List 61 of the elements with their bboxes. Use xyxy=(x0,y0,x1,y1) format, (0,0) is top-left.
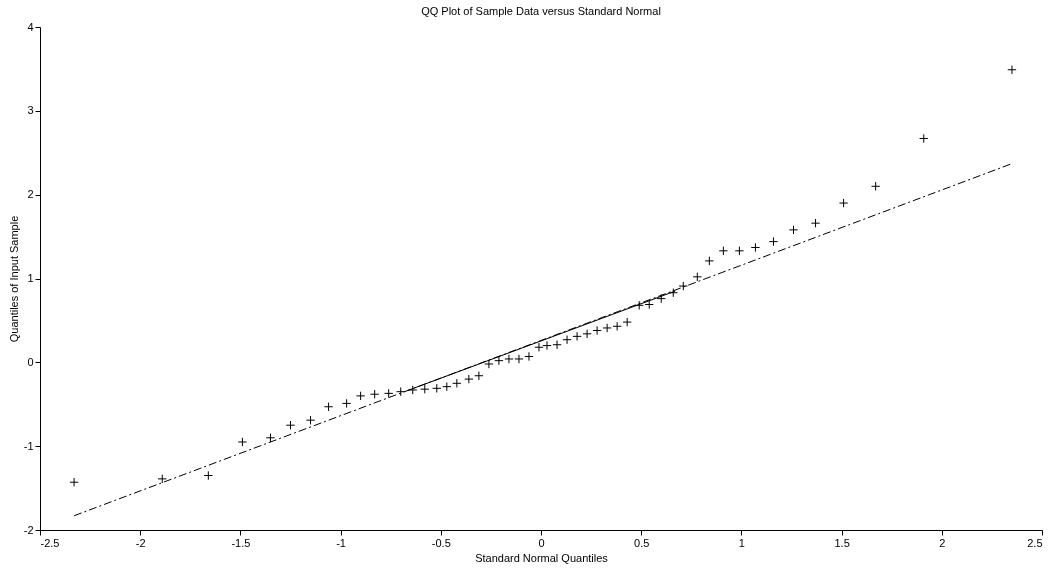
point xyxy=(203,470,214,481)
point xyxy=(432,383,442,393)
point xyxy=(285,420,296,430)
point xyxy=(504,354,514,364)
point xyxy=(734,246,745,256)
point xyxy=(562,335,572,345)
point xyxy=(838,198,849,208)
point xyxy=(622,317,632,327)
x-tick-label: 2 xyxy=(939,536,946,549)
point xyxy=(582,329,592,339)
point xyxy=(572,331,582,342)
point xyxy=(919,133,929,144)
point xyxy=(870,181,881,191)
y-tick-label: 3 xyxy=(27,104,34,117)
x-tick-label: -2.5 xyxy=(40,536,60,549)
x-tick-label: 2.5 xyxy=(1027,536,1043,549)
point xyxy=(484,359,494,369)
point xyxy=(514,354,524,364)
y-tick-label: -2 xyxy=(23,523,34,536)
chart-title: QQ Plot of Sample Data versus Standard Normal xyxy=(421,5,661,17)
point xyxy=(157,474,167,484)
point xyxy=(552,340,562,350)
point xyxy=(341,398,352,409)
y-tick-label: 2 xyxy=(27,188,34,201)
point xyxy=(592,325,602,336)
point xyxy=(1007,65,1017,75)
point xyxy=(534,342,544,352)
point xyxy=(602,323,612,333)
x-tick-label: -1.5 xyxy=(231,536,251,549)
point xyxy=(750,242,761,253)
x-tick-label: -2 xyxy=(135,536,146,549)
x-tick-label: 1.5 xyxy=(834,536,850,549)
point xyxy=(704,256,715,266)
point xyxy=(323,402,334,412)
x-axis-title: Standard Normal Quantiles xyxy=(475,551,609,564)
point xyxy=(810,218,821,228)
point xyxy=(524,351,534,362)
y-tick-label: 4 xyxy=(27,20,34,33)
point xyxy=(355,391,366,401)
x-tick-label: 1 xyxy=(738,536,745,549)
point xyxy=(788,225,799,235)
x-tick-label: -1 xyxy=(336,536,346,549)
x-tick-label: -0.5 xyxy=(431,536,451,549)
point xyxy=(69,477,79,487)
point xyxy=(442,381,452,392)
point xyxy=(464,374,474,384)
point xyxy=(237,437,248,447)
point xyxy=(369,389,380,399)
point xyxy=(305,415,316,425)
point xyxy=(718,246,729,256)
x-tick-label: 0 xyxy=(538,536,545,549)
point xyxy=(384,388,394,399)
y-axis-title: Quantiles of Input Sample xyxy=(7,215,20,343)
point xyxy=(768,236,779,247)
y-tick-label: 0 xyxy=(27,355,34,368)
y-tick-label: -1 xyxy=(23,439,34,452)
y-tick-label: 1 xyxy=(27,272,34,284)
x-tick-label: 0.5 xyxy=(634,536,650,549)
point xyxy=(542,340,552,351)
point xyxy=(474,371,484,381)
point xyxy=(678,281,688,291)
